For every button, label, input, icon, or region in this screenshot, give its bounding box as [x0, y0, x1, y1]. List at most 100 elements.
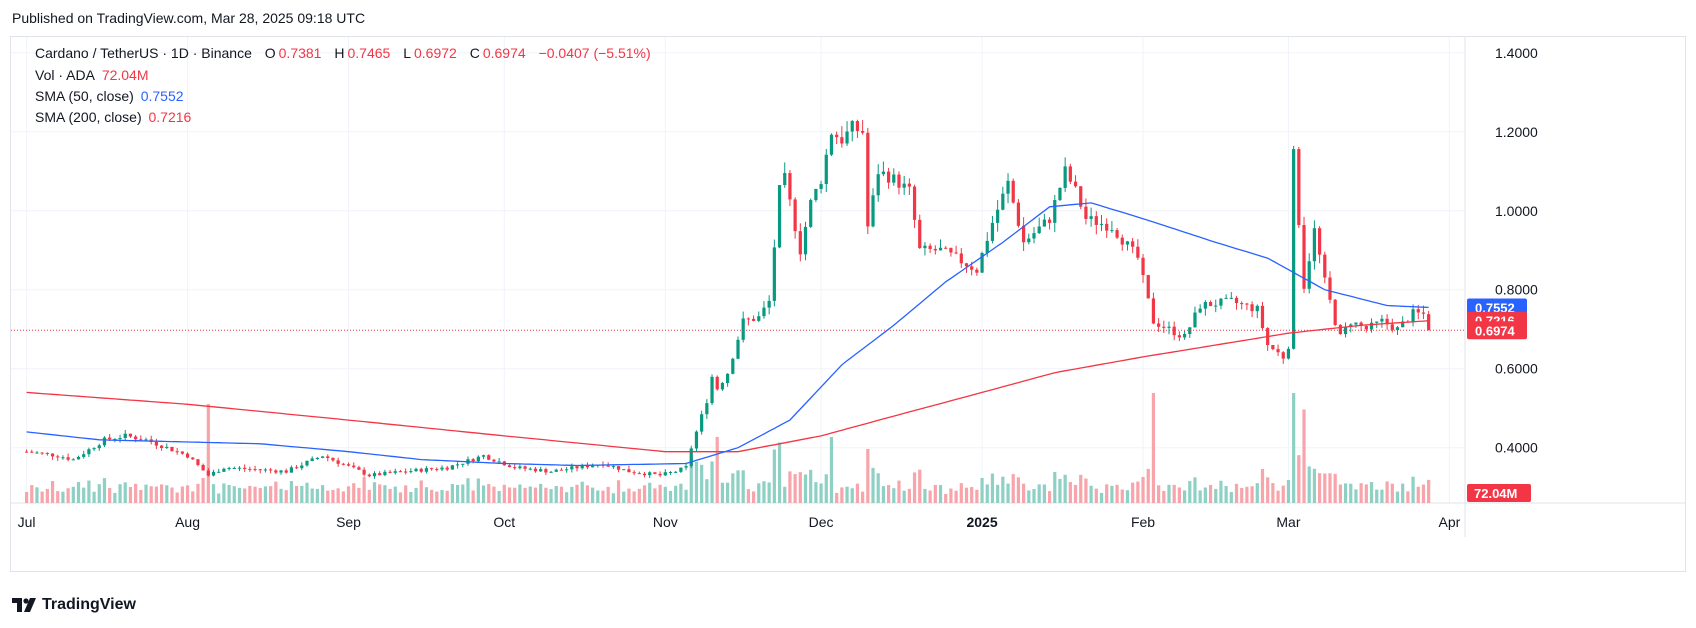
x-tick-label: Feb: [1131, 514, 1155, 530]
candle-body: [1416, 309, 1420, 313]
volume-bar: [66, 488, 70, 503]
volume-bar: [487, 483, 491, 503]
volume-bar: [1380, 489, 1384, 503]
volume-bar: [642, 485, 647, 503]
volume-bar: [1312, 468, 1317, 503]
volume-bar: [539, 483, 543, 503]
sma200-line: [26, 320, 1429, 453]
volume-bar: [1042, 484, 1046, 503]
candle-body: [668, 472, 673, 474]
candle-body: [783, 173, 787, 186]
candle-body: [1141, 257, 1145, 276]
volume-bar: [1281, 485, 1285, 503]
candle-body: [996, 209, 1000, 223]
volume-bar: [320, 485, 325, 503]
volume-bar: [1307, 466, 1311, 503]
volume-bar: [533, 487, 538, 503]
volume-bar: [1343, 483, 1348, 503]
candle-body: [393, 471, 397, 473]
candle-body: [1047, 219, 1052, 223]
legend-symbol[interactable]: Cardano / TetherUS · 1D · Binance: [35, 45, 252, 61]
candle-body: [1229, 297, 1233, 299]
volume-bar: [601, 490, 605, 503]
volume-bar: [1157, 485, 1161, 503]
volume-bar: [258, 487, 262, 503]
candle-body: [1421, 312, 1426, 314]
candle-body: [1089, 216, 1093, 219]
candle-body: [471, 459, 475, 462]
volume-bar: [1338, 484, 1342, 503]
candle-body: [1193, 312, 1197, 328]
candle-body: [409, 471, 413, 473]
candle-body: [585, 465, 590, 468]
volume-bar: [1053, 472, 1057, 503]
volume-bar: [1110, 485, 1114, 503]
legend-ohlc: Cardano / TetherUS · 1D · Binance O 0.738…: [35, 45, 654, 61]
candle-body: [289, 467, 294, 473]
volume-bar: [336, 488, 340, 503]
legend-sma50[interactable]: SMA (50, close) 0.7552: [35, 88, 187, 104]
y-tick-label: 0.4000: [1495, 440, 1538, 456]
volume-bar: [87, 480, 91, 503]
tradingview-logo-icon: [12, 598, 36, 612]
candle-body: [248, 468, 252, 470]
legend-volume[interactable]: Vol · ADA 72.04M: [35, 67, 152, 83]
volume-bar: [1198, 490, 1202, 503]
volume-bar: [653, 488, 657, 503]
volume-bar: [1395, 491, 1400, 503]
candle-body: [679, 467, 683, 472]
candle-body: [372, 473, 377, 477]
tradingview-logo[interactable]: TradingView: [12, 596, 136, 614]
candle-body: [310, 458, 314, 461]
candle-body: [705, 403, 709, 415]
volume-bar: [331, 489, 335, 503]
price-label-last: 0.6974: [1475, 323, 1516, 338]
candle-body: [1011, 180, 1015, 203]
volume-bar: [840, 487, 844, 503]
x-tick-label: Jul: [18, 514, 36, 530]
candle-body: [1224, 297, 1228, 299]
candle-body: [346, 464, 351, 466]
volume-bar: [549, 489, 553, 503]
candle-body: [814, 188, 818, 201]
candle-body: [1027, 238, 1031, 243]
volume-bar: [616, 480, 621, 503]
candle-body: [1021, 225, 1026, 243]
volume-bar: [559, 486, 564, 503]
x-tick-label: Aug: [175, 514, 200, 530]
volume-bar: [134, 483, 138, 503]
candle-body: [185, 453, 190, 458]
volume-bar: [1089, 485, 1093, 503]
candle-body: [866, 132, 870, 227]
candle-body: [1312, 228, 1317, 262]
chart-frame[interactable]: 0.4000 0.6000 0.8000 1.0000 1.2000 1.4000 Jul A…: [10, 36, 1686, 572]
volume-bar: [108, 488, 112, 503]
volume-bar: [237, 487, 242, 503]
candle-body: [741, 318, 745, 340]
volume-bar: [1120, 489, 1124, 503]
volume-bar: [954, 490, 958, 503]
x-tick-label: Apr: [1439, 514, 1461, 530]
candle-body: [715, 376, 719, 390]
volume-bar: [793, 474, 797, 503]
volume-bar: [40, 491, 44, 503]
volume-bar: [1266, 477, 1270, 503]
candle-body: [35, 452, 39, 454]
volume-axis-label: 72.04M: [1474, 486, 1517, 501]
candle-body: [611, 466, 615, 468]
volume-bar: [886, 485, 891, 503]
volume-bar: [1084, 478, 1088, 503]
volume-bar: [861, 491, 865, 503]
candle-body: [990, 222, 995, 241]
volume-bar: [694, 461, 699, 503]
candle-body: [575, 466, 579, 469]
candle-body: [819, 184, 823, 189]
candle-body: [928, 245, 932, 249]
candlestick-chart[interactable]: 0.4000 0.6000 0.8000 1.0000 1.2000 1.4000 Jul A…: [11, 37, 1685, 571]
legend-sma200[interactable]: SMA (200, close) 0.7216: [35, 109, 194, 125]
volume-bar: [1234, 483, 1239, 503]
candle-body: [388, 471, 392, 473]
volume-bar: [1037, 484, 1041, 503]
volume-bar: [455, 484, 460, 503]
candle-body: [980, 252, 984, 273]
